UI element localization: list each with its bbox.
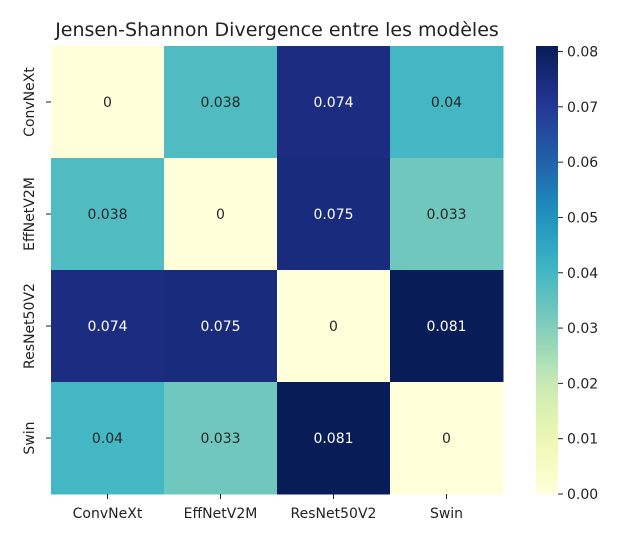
cell-value-label: 0.038: [200, 95, 240, 111]
heatmap-cells: 0 0.038 0.074 0.04 0.038 0 0.075 0.033 0.074 0.07…: [51, 46, 504, 495]
colorbar-tick-label: 0.01: [567, 432, 598, 448]
heatmap-cell: [277, 382, 391, 495]
y-axis: ConvNeXt EffNetV2M ResNet50V2 Swin: [22, 67, 51, 455]
heatmap-cell: [390, 382, 504, 495]
colorbar-tick-label: 0.02: [567, 376, 598, 392]
cell-value-label: 0.075: [313, 207, 353, 223]
heatmap-cell: [51, 158, 165, 271]
colorbar-tick-label: 0.04: [567, 266, 598, 282]
x-axis: ConvNeXt EffNetV2M ResNet50V2 Swin: [73, 494, 463, 522]
colorbar-tick-label: 0.07: [567, 100, 598, 116]
y-tick-label: ConvNeXt: [22, 67, 38, 137]
x-tick-label: EffNetV2M: [184, 506, 258, 522]
cell-value-label: 0.074: [87, 319, 127, 335]
cell-value-label: 0.04: [92, 431, 123, 447]
heatmap-cell: [51, 46, 165, 159]
cell-value-label: 0.038: [87, 207, 127, 223]
colorbar-tick-label: 0.06: [567, 155, 598, 171]
colorbar: [536, 46, 558, 494]
cell-value-label: 0.04: [431, 95, 462, 111]
x-tick-label: ResNet50V2: [291, 506, 377, 522]
cell-value-label: 0.081: [313, 431, 353, 447]
heatmap-cell: [164, 46, 278, 159]
x-tick-label: ConvNeXt: [73, 506, 143, 522]
cell-value-label: 0: [103, 95, 112, 111]
y-tick-label: Swin: [22, 421, 38, 454]
cell-value-label: 0: [442, 431, 451, 447]
colorbar-tick-label: 0.08: [567, 45, 598, 61]
cell-value-label: 0: [329, 319, 338, 335]
colorbar-axis: 0.00 0.01 0.02 0.03 0.04 0.05 0.06 0.07 0.08: [558, 45, 598, 503]
y-tick-label: EffNetV2M: [22, 177, 38, 251]
cell-value-label: 0.081: [426, 319, 466, 335]
cell-value-label: 0.033: [426, 207, 466, 223]
chart-title: Jensen-Shannon Divergence entre les modè…: [54, 19, 499, 41]
cell-value-label: 0.075: [200, 319, 240, 335]
heatmap-cell: [164, 158, 278, 271]
cell-value-label: 0.033: [200, 431, 240, 447]
heatmap-cell: [277, 46, 391, 159]
heatmap-cell: [51, 270, 165, 383]
heatmap-cell: [277, 158, 391, 271]
x-tick-label: Swin: [430, 506, 463, 522]
heatmap-cell: [390, 158, 504, 271]
y-tick-label: ResNet50V2: [22, 283, 38, 369]
heatmap-cell: [164, 382, 278, 495]
heatmap-cell: [164, 270, 278, 383]
colorbar-tick-label: 0.05: [567, 210, 598, 226]
colorbar-tick-label: 0.03: [567, 321, 598, 337]
colorbar-tick-label: 0.00: [567, 487, 598, 503]
heatmap-cell: [390, 46, 504, 159]
heatmap-cell: [390, 270, 504, 383]
cell-value-label: 0: [216, 207, 225, 223]
heatmap-cell: [51, 382, 165, 495]
heatmap-cell: [277, 270, 391, 383]
cell-value-label: 0.074: [313, 95, 353, 111]
